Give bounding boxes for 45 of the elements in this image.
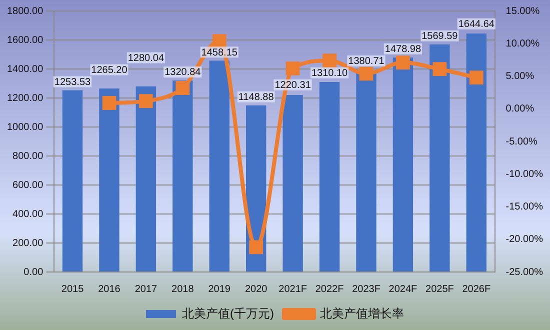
y2-tick-label: -25.00%	[506, 266, 544, 278]
data-label: 1148.88	[238, 92, 274, 104]
y2-tick-label: 15.00%	[506, 6, 540, 17]
y-tick-label: 1400.00	[6, 64, 44, 75]
y2-tick-label: 10.00%	[506, 38, 540, 50]
data-label: 1280.04	[128, 52, 164, 64]
y2-tick-label: 0.00%	[506, 104, 534, 115]
data-label: 1310.10	[311, 68, 348, 80]
y-tick-label: 800.00	[12, 150, 44, 162]
x-tick-label: 2026F	[462, 284, 491, 295]
x-tick-label: 2024F	[388, 284, 418, 295]
x-tick-label: 2017	[134, 284, 158, 295]
y2-tick-label: -10.00%	[506, 168, 544, 180]
y2-tick-label: -20.00%	[506, 234, 544, 246]
legend-label: 北美产值(千万元)	[182, 306, 274, 320]
y-tick-label: 400.00	[12, 208, 44, 220]
data-label: 1320.84	[164, 67, 202, 78]
x-tick-label: 2015	[61, 284, 84, 295]
x-tick-label: 2022F	[315, 284, 344, 295]
y2-tick-label: 5.00%	[506, 71, 534, 82]
y2-tick-label: -5.00%	[506, 136, 538, 148]
y-tick-label: 1200.00	[6, 92, 44, 104]
x-tick-label: 2025F	[426, 284, 454, 295]
data-label: 1644.64	[458, 19, 495, 30]
y2-tick-label: -15.00%	[506, 202, 544, 212]
data-label: 1569.59	[422, 31, 458, 42]
y-tick-label: 200.00	[12, 238, 44, 249]
y-tick-label: 1800.00	[6, 6, 44, 17]
data-label: 1220.31	[274, 80, 312, 92]
y-tick-label: 0.00	[24, 266, 44, 278]
y-tick-label: 1000.00	[6, 122, 44, 133]
x-tick-label: 2019	[208, 284, 231, 295]
x-tick-label: 2023F	[352, 284, 380, 295]
data-label: 1478.98	[384, 44, 422, 56]
data-label: 1253.53	[54, 76, 92, 88]
legend-label: 北美产值增长率	[320, 306, 404, 320]
y-tick-label: 600.00	[12, 180, 44, 191]
y-tick-label: 1600.00	[6, 34, 44, 46]
x-tick-label: 2021F	[278, 284, 307, 295]
data-label: 1458.15	[201, 47, 238, 58]
x-tick-label: 2018	[172, 284, 194, 295]
x-tick-label: 2016	[98, 284, 121, 295]
data-label: 1265.20	[91, 64, 128, 76]
data-label: 1380.71	[348, 56, 385, 68]
x-tick-label: 2020	[244, 284, 268, 295]
